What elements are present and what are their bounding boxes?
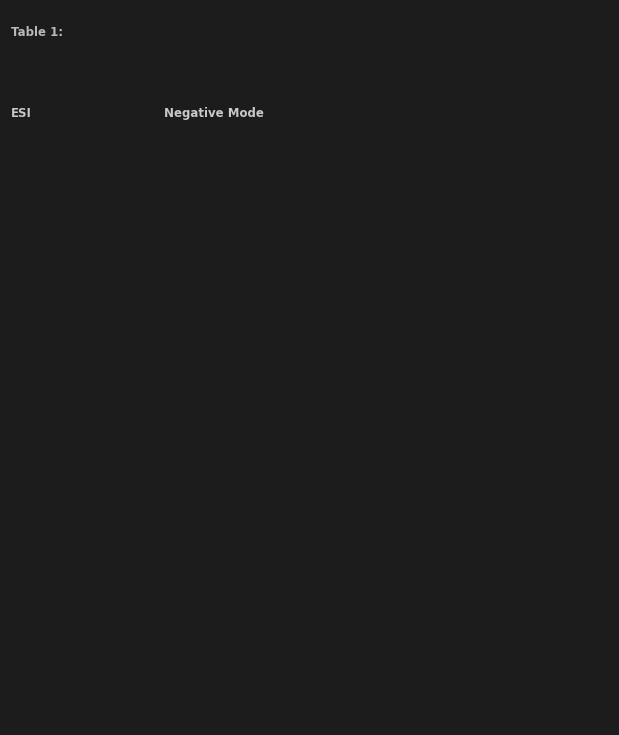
Text: Table 1:: Table 1: xyxy=(11,26,63,39)
Text: ESI: ESI xyxy=(11,107,32,120)
Text: Negative Mode: Negative Mode xyxy=(164,107,264,120)
